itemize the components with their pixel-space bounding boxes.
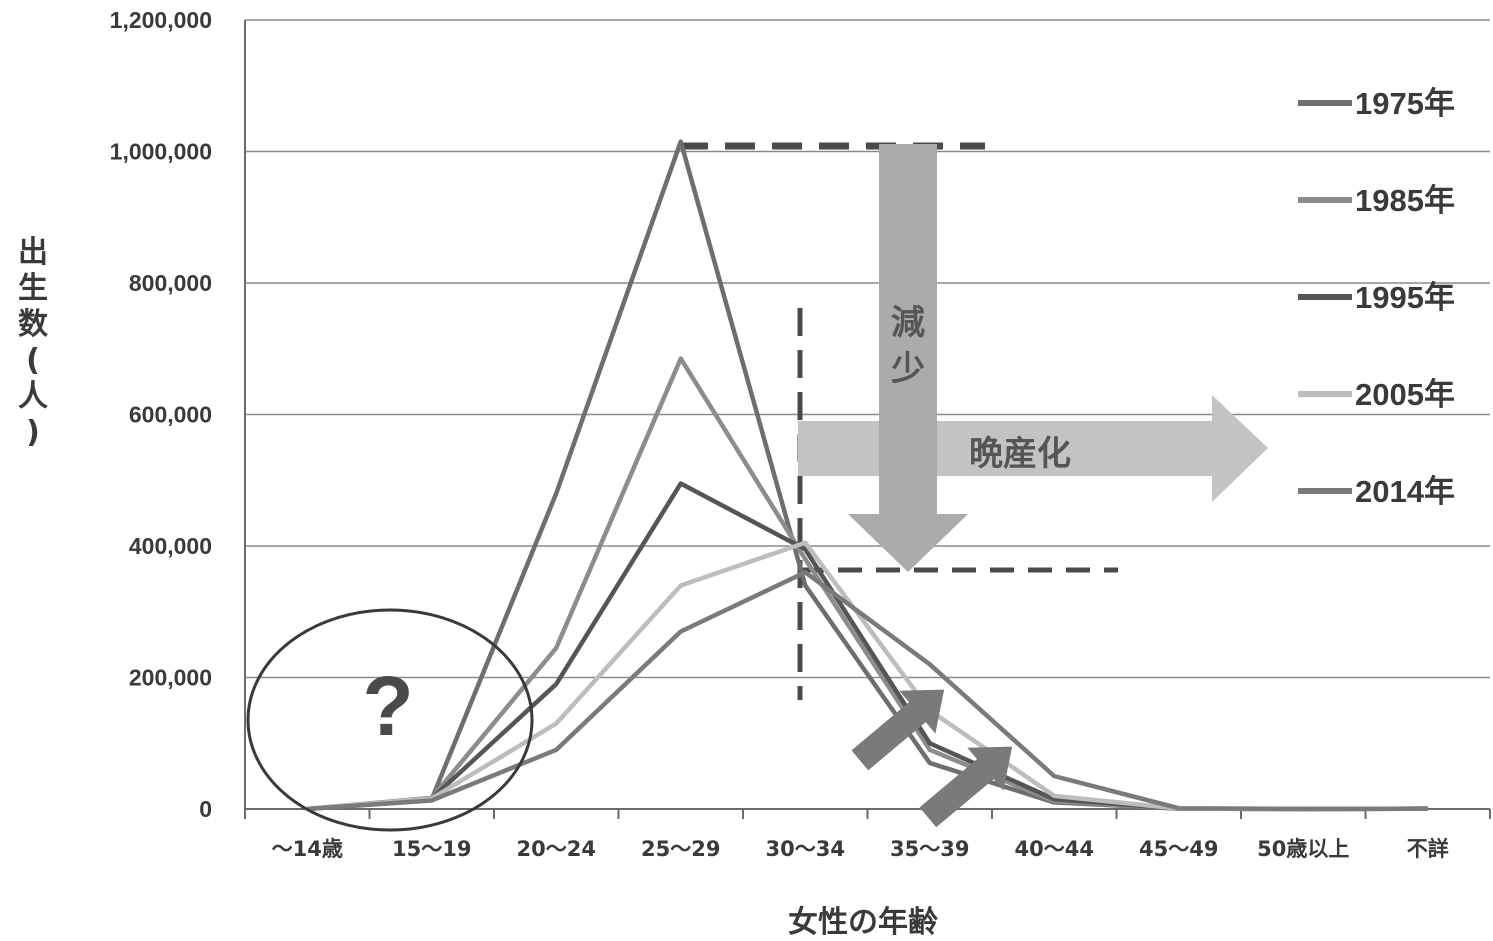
x-tick-label: 45～49 bbox=[1139, 837, 1218, 861]
y-tick-label: 1,000,000 bbox=[110, 139, 212, 165]
diagonal-arrow-shape bbox=[851, 689, 945, 771]
x-tick-label: ～14歳 bbox=[272, 837, 343, 861]
decrease-label-char: 減 bbox=[891, 303, 925, 343]
x-tick-label: 50歳以上 bbox=[1257, 837, 1349, 861]
y-axis-title-char: 人 bbox=[18, 379, 48, 414]
diagonal-arrow-35-39 bbox=[851, 689, 945, 771]
y-tick-label: 600,000 bbox=[129, 402, 212, 428]
x-tick-label: 20～24 bbox=[517, 837, 596, 861]
y-tick-label: 200,000 bbox=[129, 665, 212, 691]
legend-label: 2014年 bbox=[1355, 474, 1455, 509]
legend-label: 1975年 bbox=[1355, 86, 1455, 121]
x-tick-label: 35～39 bbox=[890, 837, 969, 861]
diagonal-arrow-shape bbox=[919, 746, 1013, 828]
y-axis-title-char: ( bbox=[26, 343, 40, 378]
x-axis-title: 女性の年齢 bbox=[788, 905, 938, 940]
gridlines bbox=[245, 19, 1490, 679]
y-tick-label: 1,200,000 bbox=[110, 7, 212, 33]
legend: 1975年 1985年 1995年 2005年 2014年 bbox=[1298, 86, 1455, 509]
legend-label: 1985年 bbox=[1355, 183, 1455, 218]
y-axis-title-char: 数 bbox=[18, 307, 49, 342]
y-tick-label: 0 bbox=[199, 796, 212, 822]
series-line bbox=[307, 570, 1428, 812]
decrease-label-char: 少 bbox=[891, 349, 925, 389]
y-axis-title: 出生数(人) bbox=[18, 235, 49, 450]
y-axis-title-char: 生 bbox=[18, 271, 48, 306]
legend-label: 1995年 bbox=[1355, 280, 1455, 315]
question-mark: ? bbox=[362, 659, 413, 753]
legend-label: 2005年 bbox=[1355, 377, 1455, 412]
y-axis-title-char: 出 bbox=[18, 235, 48, 270]
x-tick-label: 15～19 bbox=[392, 837, 471, 861]
x-tick-label: 30～34 bbox=[766, 837, 845, 861]
x-tick-labels: ～14歳 15～19 20～24 25～29 30～34 35～39 40～44 45～49 5… bbox=[272, 837, 1449, 861]
diagonal-arrow-40-44 bbox=[919, 746, 1013, 828]
axes bbox=[244, 20, 1491, 819]
y-axis-title-char: ) bbox=[26, 415, 40, 450]
unknown-circle bbox=[246, 608, 534, 832]
x-tick-label: 40～44 bbox=[1015, 837, 1094, 861]
later-childbirth-label: 晩産化 bbox=[969, 434, 1071, 474]
y-tick-label: 400,000 bbox=[129, 533, 212, 559]
x-tick-label: 不詳 bbox=[1407, 837, 1449, 861]
x-tick-label: 25～29 bbox=[641, 837, 720, 861]
annotation-shapes bbox=[678, 142, 1268, 700]
down-arrow-decrease bbox=[848, 144, 968, 572]
y-tick-label: 800,000 bbox=[129, 270, 212, 296]
y-tick-labels: 0 200,000 400,000 600,000 800,000 1,000,000 1,… bbox=[110, 7, 212, 822]
